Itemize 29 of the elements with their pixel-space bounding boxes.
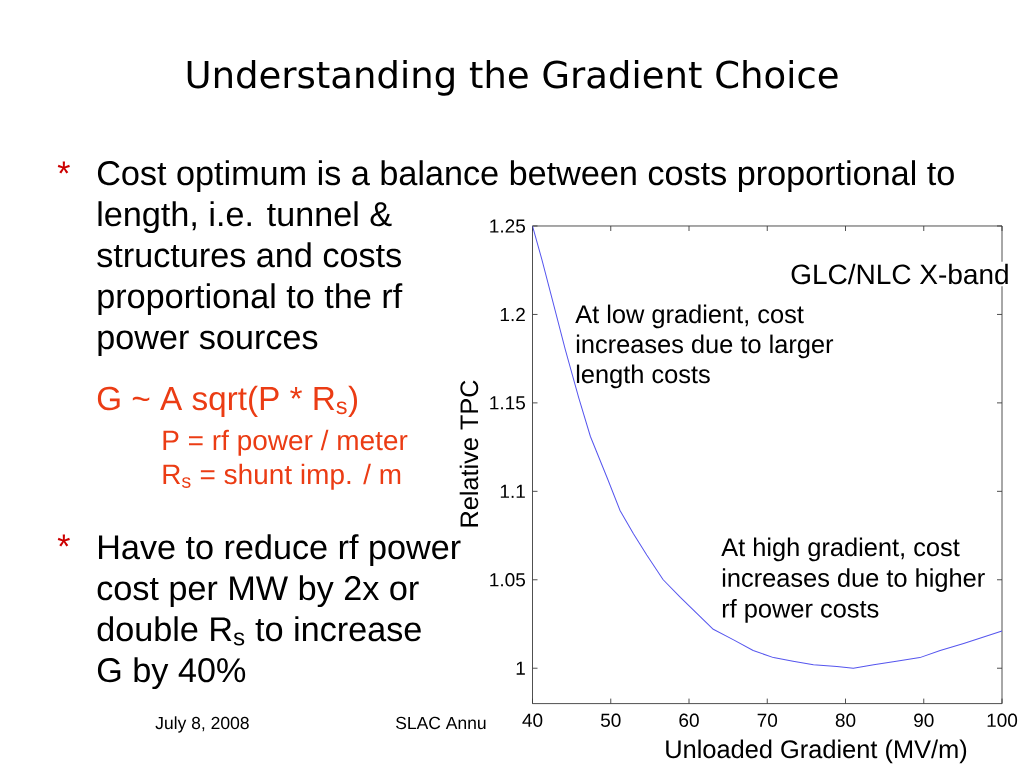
x-tick-label: 100 <box>987 713 1018 727</box>
text: Cost optimum is a balance between costs proportional to <box>97 160 954 193</box>
y-axis-title: Relative TPC <box>459 380 479 527</box>
text: * <box>57 161 70 174</box>
x-tick-label: 50 <box>600 713 621 727</box>
chart-title: Understanding the Gradient Choice <box>187 59 838 96</box>
text: Have to reduce rf power cost per MW by 2x or double R$_{s}$ to increase G by 40% <box>97 534 461 690</box>
annotation: At low gradient, cost increases due to larger length costs <box>575 304 834 389</box>
x-tick-label: 90 <box>914 713 934 727</box>
text: July 8, 2008 <box>155 716 249 733</box>
x-tick-label: 60 <box>679 713 699 727</box>
text: * <box>57 534 70 547</box>
annotation: GLC/NLC X-band <box>791 263 1008 285</box>
text: SLAC Annu <box>396 716 486 730</box>
text: G ~ A sqrt(P * R$_{s}$) <box>97 385 358 417</box>
text: length, i.e. tunnel & structures and costs proportional to the rf power sources <box>97 201 403 357</box>
x-axis-title: Unloaded Gradient (MV/m) <box>666 739 967 764</box>
annotation: At high gradient, cost increases due to higher rf power costs <box>721 537 985 623</box>
text: R$_{s}$ = shunt imp. / m <box>163 463 401 490</box>
text: P = rf power / meter <box>163 429 408 456</box>
x-tick-label: 70 <box>757 713 778 727</box>
y-tick-label: 1.2 <box>500 307 525 322</box>
y-tick-label: 1.05 <box>490 573 526 587</box>
x-tick-label: 80 <box>835 713 856 727</box>
y-tick-label: 1.15 <box>490 396 526 410</box>
y-tick-label: 1.25 <box>490 219 526 233</box>
y-tick-label: 1 <box>516 661 525 675</box>
x-tick-label: 40 <box>522 713 543 727</box>
y-tick-label: 1.1 <box>500 484 525 498</box>
